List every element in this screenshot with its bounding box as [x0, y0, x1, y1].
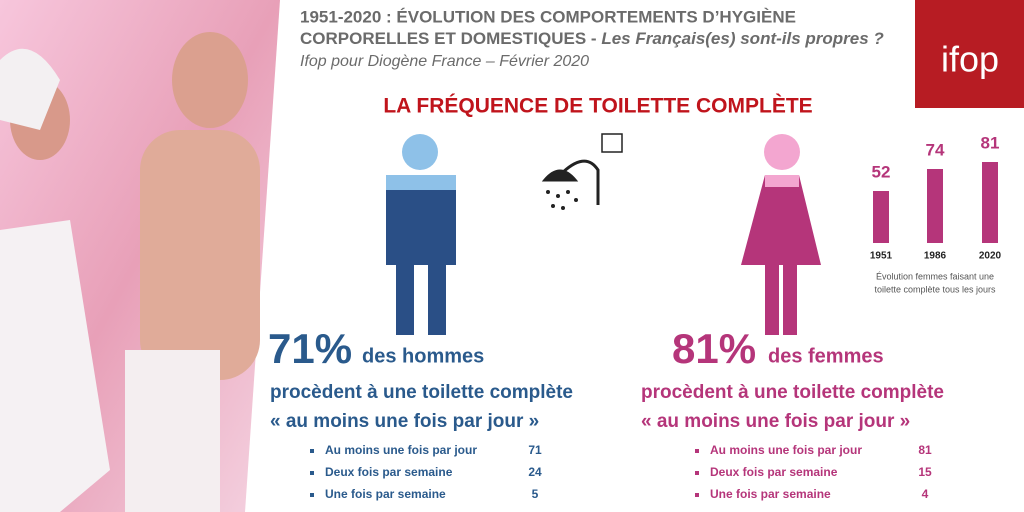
header: 1951-2020 : ÉVOLUTION DES COMPORTEMENTS …: [300, 7, 884, 70]
bar: [873, 191, 889, 243]
bullet: [310, 449, 314, 453]
value-label: 52: [872, 162, 891, 181]
header-title: 1951-2020 : ÉVOLUTION DES COMPORTEMENTS …: [300, 7, 796, 26]
x-tick-label: 1951: [870, 251, 893, 262]
men-block: 71% des hommes procèdent à une toilette …: [268, 325, 573, 432]
bar: [982, 162, 998, 243]
list-value: 81: [918, 443, 932, 457]
list-value: 5: [532, 487, 539, 501]
list-label: Une fois par semaine: [325, 487, 446, 501]
value-label: 81: [981, 133, 1000, 152]
woman-icon: [741, 134, 821, 335]
bullet: [695, 449, 699, 453]
x-tick-label: 1986: [924, 251, 947, 262]
women-line: procèdent à une toilette complète: [641, 382, 944, 403]
list-value: 4: [922, 487, 929, 501]
women-block: 81% des femmes procèdent à une toilette …: [641, 325, 944, 432]
bullet: [695, 471, 699, 475]
list-value: 15: [918, 465, 932, 479]
header-title: CORPORELLES ET DOMESTIQUES - Les Françai…: [300, 29, 884, 48]
list-label: Au moins une fois par jour: [710, 443, 862, 457]
men-line: « au moins une fois par jour »: [270, 411, 539, 432]
section-title: LA FRÉQUENCE DE TOILETTE COMPLÈTE: [383, 95, 812, 118]
bar: [927, 169, 943, 243]
chart-caption: Évolution femmes faisant une: [876, 271, 994, 281]
men-percent: 71%: [268, 325, 352, 372]
men-who: des hommes: [362, 345, 484, 367]
photo: [0, 0, 280, 512]
list-value: 71: [528, 443, 542, 457]
men-line: procèdent à une toilette complète: [270, 382, 573, 403]
logo: ifop: [941, 39, 999, 80]
list-value: 24: [528, 465, 542, 479]
shower-icon: [541, 133, 623, 210]
header-subtitle: Ifop pour Diogène France – Février 2020: [300, 53, 589, 70]
women-line: « au moins une fois par jour »: [641, 411, 910, 432]
list-label: Au moins une fois par jour: [325, 443, 477, 457]
man-icon: [386, 134, 456, 335]
logo-box: [915, 0, 1024, 108]
value-label: 74: [926, 140, 945, 159]
bullet: [310, 471, 314, 475]
list-label: Deux fois par semaine: [325, 465, 453, 479]
list-label: Une fois par semaine: [710, 487, 831, 501]
x-tick-label: 2020: [979, 251, 1002, 262]
women-percent: 81%: [672, 325, 756, 372]
bullet: [695, 493, 699, 497]
chart-caption: toilette complète tous les jours: [874, 284, 996, 294]
bullet: [310, 493, 314, 497]
list-label: Deux fois par semaine: [710, 465, 838, 479]
women-who: des femmes: [768, 345, 884, 367]
